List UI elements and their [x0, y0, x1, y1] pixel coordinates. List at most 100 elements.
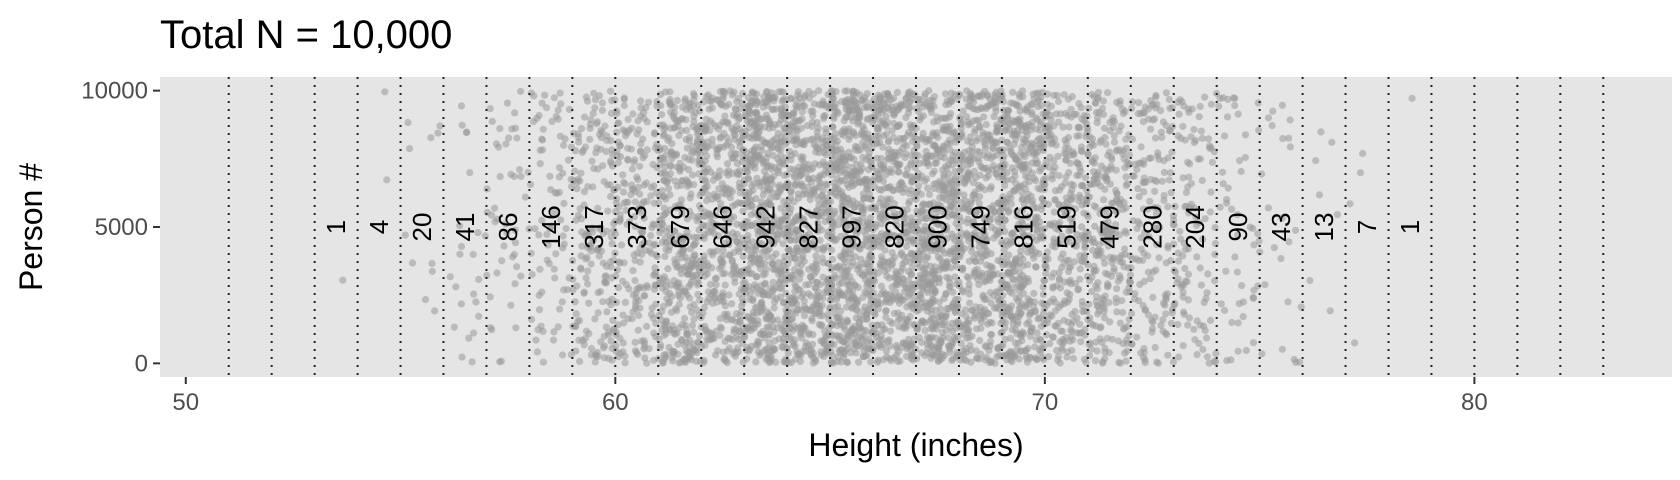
data-point [643, 146, 651, 154]
data-point [511, 239, 520, 247]
data-point [582, 274, 590, 282]
data-point [983, 92, 992, 100]
data-point [812, 252, 820, 260]
data-point [733, 238, 741, 246]
data-point [1015, 355, 1023, 363]
data-point [749, 160, 757, 168]
data-point [784, 259, 792, 267]
data-point [870, 277, 879, 285]
data-point [1029, 150, 1037, 158]
data-point [880, 132, 888, 140]
data-point [511, 280, 519, 288]
data-point [585, 299, 593, 307]
data-point [1051, 196, 1059, 204]
data-point [510, 109, 519, 117]
data-point [595, 252, 603, 260]
data-point [1039, 290, 1047, 298]
data-point [436, 122, 444, 130]
data-point [631, 347, 640, 355]
data-point [1034, 116, 1042, 124]
data-point [465, 334, 473, 342]
data-point [1026, 309, 1034, 317]
data-point [930, 184, 938, 192]
data-point [882, 307, 890, 315]
data-point [549, 336, 558, 344]
data-point [1094, 168, 1102, 176]
data-point [1065, 123, 1073, 131]
data-point [658, 219, 666, 228]
data-point [1061, 136, 1069, 144]
data-point [896, 121, 904, 129]
data-point [788, 151, 796, 159]
data-point [535, 231, 543, 239]
data-point [758, 240, 766, 248]
data-point [713, 298, 721, 306]
data-point [622, 206, 630, 214]
data-point [1033, 329, 1041, 337]
data-point [743, 346, 751, 354]
data-point [863, 289, 871, 297]
data-point [641, 339, 649, 347]
data-point [838, 346, 846, 354]
data-point [693, 306, 701, 314]
data-point [548, 117, 556, 125]
data-point [590, 164, 598, 173]
data-point [1074, 123, 1082, 131]
data-point [562, 224, 570, 233]
data-point [885, 336, 893, 344]
data-point [556, 305, 564, 313]
data-point [841, 87, 849, 95]
data-point [859, 190, 868, 198]
data-point [794, 306, 803, 314]
data-point [662, 245, 670, 253]
data-point [645, 345, 653, 353]
data-point [719, 289, 727, 297]
data-point [663, 277, 671, 285]
data-point [808, 276, 817, 285]
data-point [863, 314, 871, 322]
data-point [756, 254, 765, 262]
data-point [731, 274, 739, 282]
data-point [621, 180, 629, 188]
data-point [734, 94, 743, 102]
data-point [1024, 261, 1032, 269]
data-point [963, 334, 971, 342]
data-point [755, 179, 763, 187]
data-point [702, 126, 710, 134]
data-point [661, 145, 669, 153]
data-point [686, 245, 695, 253]
data-point [778, 343, 786, 351]
data-point [664, 184, 673, 193]
data-point [536, 265, 544, 273]
data-point [945, 305, 953, 313]
data-point [873, 139, 881, 148]
data-point [935, 341, 943, 349]
data-point [616, 211, 624, 219]
data-point [800, 297, 808, 305]
data-point [863, 103, 871, 111]
data-point [735, 170, 743, 178]
data-point [981, 141, 989, 149]
data-point [660, 351, 668, 359]
data-point [1067, 276, 1075, 284]
data-point [888, 319, 897, 327]
data-point [682, 338, 690, 346]
data-point [797, 124, 806, 132]
data-point [770, 222, 778, 230]
data-point [665, 343, 673, 352]
data-point [644, 98, 653, 106]
data-point [798, 108, 807, 116]
data-point [535, 111, 543, 120]
data-point [815, 161, 823, 169]
data-point [699, 309, 707, 317]
data-point [1069, 181, 1078, 189]
data-point [634, 326, 642, 334]
data-point [806, 165, 815, 174]
data-point [753, 151, 761, 159]
data-point [667, 308, 676, 316]
data-point [977, 311, 985, 319]
data-point [736, 114, 744, 122]
data-point [587, 260, 595, 268]
data-point [870, 330, 878, 338]
data-point [538, 288, 546, 296]
